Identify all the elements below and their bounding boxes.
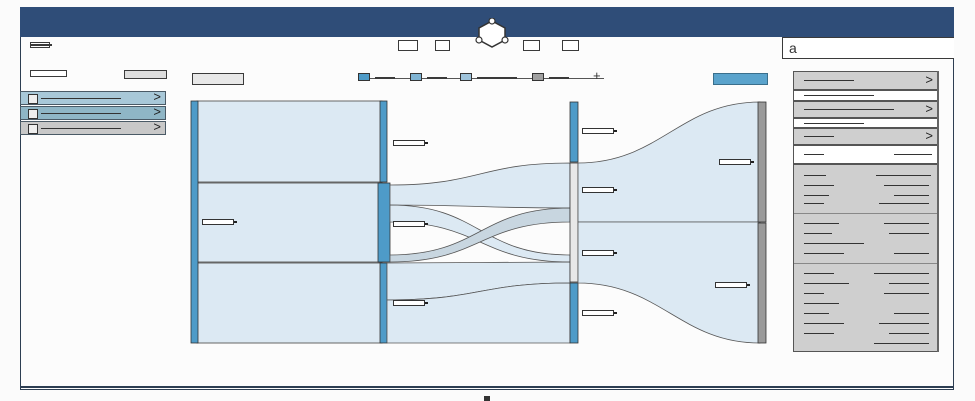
sankey-flow[interactable] — [389, 162, 571, 209]
status-bar-rule — [20, 386, 954, 388]
sankey-node-source-3[interactable] — [196, 262, 383, 344]
chevron-right-icon: > — [925, 128, 933, 143]
node-label — [202, 219, 237, 225]
checkbox[interactable] — [28, 94, 38, 104]
details-row-2[interactable] — [793, 90, 938, 101]
sankey-bar-mid-1[interactable] — [569, 101, 579, 163]
chevron-right-icon: > — [925, 101, 933, 116]
filter-button-3[interactable] — [192, 73, 244, 85]
filter-button-1[interactable] — [30, 70, 67, 77]
sankey-axis-left — [190, 100, 199, 344]
node-label — [393, 221, 428, 227]
filter-button-2[interactable] — [124, 70, 167, 79]
legend-add-icon[interactable]: + — [593, 68, 601, 83]
node-label — [582, 310, 617, 316]
chevron-right-icon: > — [153, 119, 161, 134]
details-list — [793, 164, 938, 352]
legend-swatch-3[interactable] — [460, 73, 472, 81]
sidebar-item-label — [41, 113, 121, 115]
sidebar-item-2[interactable]: > — [20, 104, 166, 120]
chevron-right-icon: > — [153, 104, 161, 119]
legend-swatch-2[interactable] — [410, 73, 422, 81]
sidebar-item-label — [41, 98, 121, 100]
checkbox[interactable] — [28, 124, 38, 134]
node-label — [582, 187, 617, 193]
node-label — [582, 250, 617, 256]
node-label — [393, 140, 428, 146]
checkbox[interactable] — [28, 109, 38, 119]
sankey-bar-target-2[interactable] — [757, 222, 767, 344]
menu-label-line — [30, 44, 52, 46]
sankey-bar-source-3[interactable] — [379, 262, 388, 344]
sankey-node-source-1[interactable] — [196, 100, 383, 183]
sankey-bar-mid-2[interactable] — [569, 162, 579, 283]
sidebar-item-1[interactable]: > — [20, 89, 166, 105]
details-scrollbar[interactable] — [937, 71, 939, 352]
chevron-right-icon: > — [925, 72, 933, 87]
search-input[interactable]: a — [782, 37, 954, 59]
sankey-bar-target-1[interactable] — [757, 101, 767, 223]
details-row-3[interactable]: > — [793, 101, 938, 118]
network-hexagon-icon — [475, 18, 509, 48]
node-label — [582, 128, 617, 134]
details-row-4[interactable] — [793, 118, 938, 128]
sankey-flow[interactable] — [577, 221, 761, 344]
details-row-1[interactable]: > — [793, 71, 938, 90]
node-label — [719, 159, 754, 165]
legend-swatch-1[interactable] — [358, 73, 370, 81]
chevron-right-icon: > — [153, 89, 161, 104]
node-label — [715, 282, 750, 288]
apply-button[interactable] — [713, 73, 768, 85]
sankey-bar-source-1[interactable] — [379, 100, 388, 183]
sidebar-item-label — [41, 128, 121, 130]
resize-handle[interactable] — [484, 396, 490, 401]
node-label — [393, 300, 428, 306]
sankey-bar-source-2[interactable] — [377, 182, 391, 263]
toolbar-button-2[interactable] — [435, 40, 450, 51]
toolbar-button-4[interactable] — [562, 40, 579, 51]
sidebar-item-3[interactable]: > — [20, 119, 166, 135]
legend-swatch-4[interactable] — [532, 73, 544, 81]
sankey-bar-mid-3[interactable] — [569, 282, 579, 344]
details-row-5[interactable]: > — [793, 128, 938, 145]
toolbar-button-3[interactable] — [523, 40, 540, 51]
toolbar-button-1[interactable] — [398, 40, 418, 51]
details-row-6 — [793, 145, 938, 164]
